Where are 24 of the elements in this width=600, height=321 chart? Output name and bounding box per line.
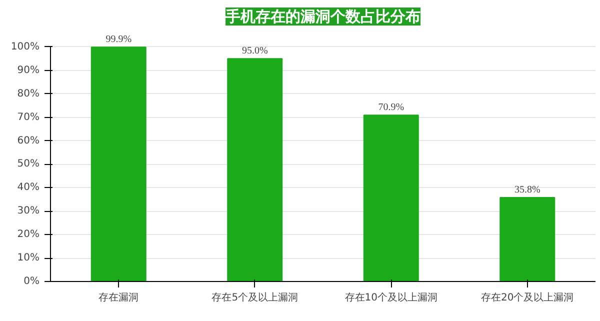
data-label: 35.8% <box>514 184 540 196</box>
x-tick-label: 存在漏洞 <box>98 292 139 304</box>
y-tick-label: 80% <box>17 88 40 100</box>
data-label: 95.0% <box>242 46 268 57</box>
y-tick-label: 90% <box>17 64 40 76</box>
x-tick-label: 存在20个及以上漏洞 <box>481 292 574 304</box>
data-label: 99.9% <box>106 34 132 46</box>
chart-title: 手机存在的漏洞个数占比分布 <box>224 8 420 26</box>
bar <box>227 58 283 282</box>
x-tick-label: 存在5个及以上漏洞 <box>212 292 298 304</box>
y-tick-label: 50% <box>17 158 40 170</box>
y-tick-label: 10% <box>17 252 40 264</box>
bar <box>90 46 146 282</box>
bar <box>500 197 556 282</box>
y-tick-label: 60% <box>17 135 40 146</box>
data-label: 70.9% <box>378 102 404 114</box>
y-tick-label: 40% <box>17 182 40 194</box>
y-tick-label: 0% <box>24 276 40 287</box>
y-tick-label: 100% <box>10 41 40 52</box>
x-tick-label: 存在10个及以上漏洞 <box>344 292 438 304</box>
y-tick-label: 20% <box>17 229 40 240</box>
y-tick-label: 70% <box>17 112 40 123</box>
bar <box>363 114 419 282</box>
y-tick-label: 30% <box>17 206 40 217</box>
